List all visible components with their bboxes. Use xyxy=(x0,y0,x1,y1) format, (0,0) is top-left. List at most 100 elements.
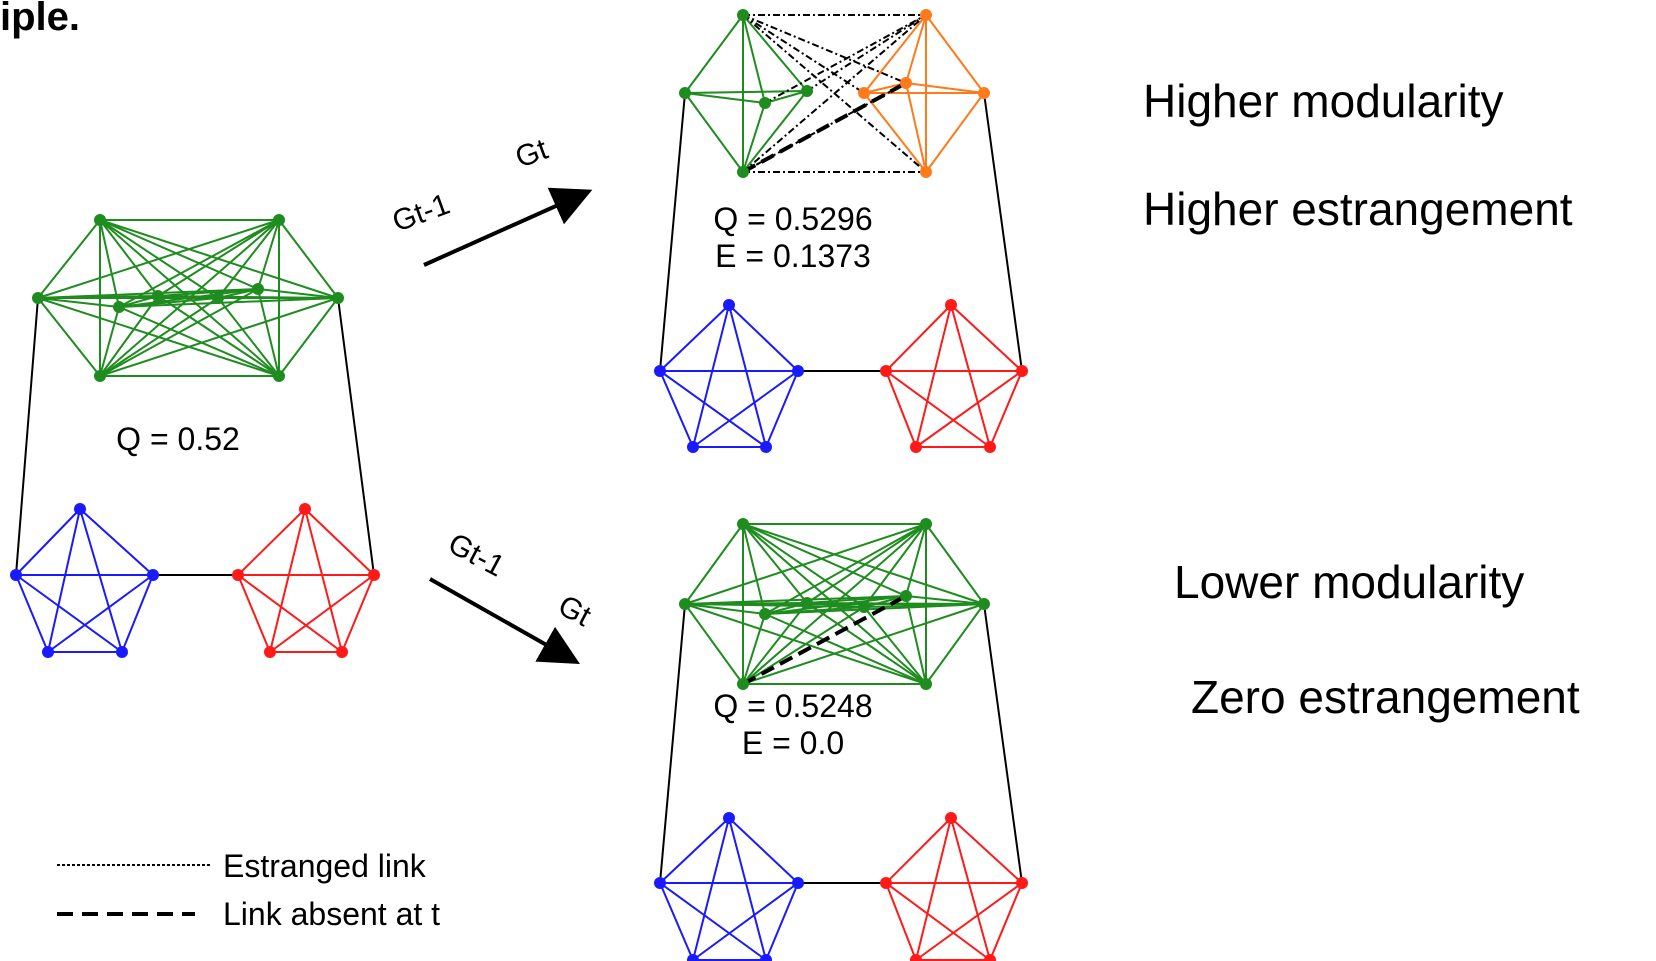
red-node xyxy=(945,812,957,824)
green-node xyxy=(679,598,691,610)
orange-node xyxy=(978,87,990,99)
blue-edge xyxy=(692,370,799,448)
initial-graph xyxy=(10,214,380,658)
bottom-arrow-from-label: Gt-1 xyxy=(443,527,510,584)
red-edge xyxy=(885,370,991,448)
top-graph-q: Q = 0.5296 xyxy=(713,201,872,237)
green-edge xyxy=(684,603,766,615)
orange-edge xyxy=(905,82,985,94)
red-edge xyxy=(885,817,952,884)
red-edge xyxy=(989,882,1023,961)
orange-edge xyxy=(863,92,927,173)
red-node xyxy=(984,954,996,961)
green-edge xyxy=(684,92,766,104)
blue-node xyxy=(654,877,666,889)
green-node xyxy=(32,292,44,304)
red-edge xyxy=(885,882,991,961)
red-node xyxy=(336,646,348,658)
red-edge xyxy=(950,817,991,961)
green-edge xyxy=(764,613,927,685)
top-arrow-to-label: Gt xyxy=(511,133,553,175)
green-edge xyxy=(742,90,808,173)
top-graph-e: E = 0.1373 xyxy=(715,238,871,274)
red-edge xyxy=(989,370,1023,448)
green-edge xyxy=(806,595,907,604)
blue-node xyxy=(792,365,804,377)
blue-edge xyxy=(15,574,123,653)
green-edge xyxy=(118,306,280,377)
orange-edge xyxy=(905,14,927,84)
initial-graph-q: Q = 0.52 xyxy=(116,421,240,457)
red-node xyxy=(1016,877,1028,889)
blue-edge xyxy=(659,370,694,448)
green-edge xyxy=(684,603,865,608)
estranged-link xyxy=(764,14,927,104)
green-edge xyxy=(684,595,907,605)
blue-edge xyxy=(47,508,81,653)
legend-absent-label: Link absent at t xyxy=(223,896,440,932)
red-edge xyxy=(237,574,343,653)
bottom-graph xyxy=(654,518,1028,961)
blue-edge xyxy=(692,817,730,961)
red-edge xyxy=(269,508,306,653)
blue-edge xyxy=(728,817,799,884)
estranged-link xyxy=(806,14,927,92)
red-node xyxy=(880,877,892,889)
bottom-graph-q: Q = 0.5248 xyxy=(713,688,872,724)
blue-edge xyxy=(79,508,154,576)
green-edge xyxy=(764,523,927,615)
orange-node xyxy=(858,87,870,99)
orange-edge xyxy=(905,82,927,173)
orange-node xyxy=(900,77,912,89)
green-node xyxy=(737,518,749,530)
blue-node xyxy=(74,503,86,515)
green-node xyxy=(801,85,813,97)
inter-community-link xyxy=(983,603,1023,884)
green-node xyxy=(920,678,932,690)
blue-edge xyxy=(15,508,81,576)
green-node xyxy=(273,370,285,382)
blue-edge xyxy=(659,370,767,448)
blue-edge xyxy=(728,304,767,448)
top-arrow-from-label: Gt-1 xyxy=(388,188,454,239)
absent-link xyxy=(742,81,907,174)
red-node xyxy=(264,646,276,658)
green-node xyxy=(759,608,771,620)
green-edge xyxy=(905,595,985,605)
red-edge xyxy=(915,304,952,448)
green-edge xyxy=(99,219,339,299)
green-edge xyxy=(37,297,101,377)
green-node xyxy=(920,518,932,530)
blue-edge xyxy=(659,817,730,884)
blue-node xyxy=(116,646,128,658)
red-node xyxy=(984,441,996,453)
red-node xyxy=(299,503,311,515)
red-edge xyxy=(341,574,375,653)
blue-edge xyxy=(728,817,767,961)
red-node xyxy=(880,365,892,377)
green-edge xyxy=(806,523,927,604)
blue-node xyxy=(654,365,666,377)
green-edge xyxy=(742,613,766,685)
estranged-link xyxy=(742,14,865,94)
green-node xyxy=(801,597,813,609)
blue-edge xyxy=(692,304,730,448)
green-edge xyxy=(37,219,101,299)
red-edge xyxy=(950,304,991,448)
green-node xyxy=(737,166,749,178)
red-edge xyxy=(915,882,1023,961)
green-edge xyxy=(742,523,808,604)
green-edge xyxy=(99,219,159,297)
red-edge xyxy=(885,882,917,961)
red-edge xyxy=(304,508,343,653)
green-edge xyxy=(257,219,280,290)
annotation-higher-modularity: Higher modularity xyxy=(1143,75,1504,127)
green-edge xyxy=(684,14,744,94)
green-edge xyxy=(278,297,339,377)
green-edge xyxy=(742,14,766,104)
green-edge xyxy=(806,602,865,608)
green-node xyxy=(737,9,749,21)
orange-edge xyxy=(863,14,927,94)
orange-node xyxy=(920,9,932,21)
green-edge xyxy=(278,219,339,299)
